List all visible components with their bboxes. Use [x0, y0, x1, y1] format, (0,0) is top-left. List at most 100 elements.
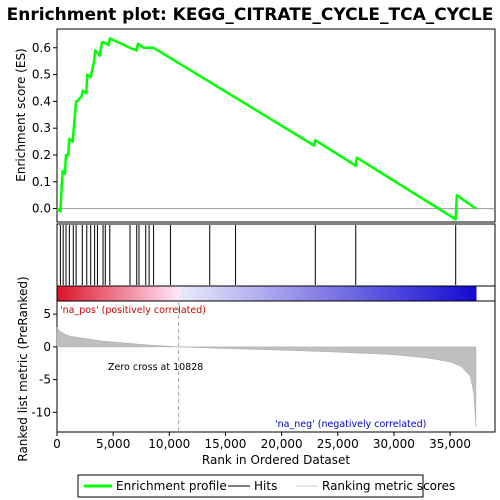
heat-cell — [107, 286, 111, 301]
heat-cell — [126, 286, 131, 301]
chart-title: Enrichment plot: KEGG_CITRATE_CYCLE_TCA_… — [7, 5, 494, 25]
heat-cell — [65, 286, 69, 301]
heat-cell — [266, 286, 270, 301]
heat-cell — [277, 286, 282, 301]
x-tick-label: 20,000 — [261, 437, 303, 451]
heat-cell — [135, 286, 139, 301]
heat-cell — [414, 286, 418, 301]
heat-cell — [353, 286, 357, 301]
heat-cell — [191, 286, 195, 301]
heat-cell — [246, 286, 251, 301]
heat-cell — [411, 286, 416, 301]
metric-y-tick-label: 0 — [43, 340, 51, 354]
metric-y-axis-label: Ranked list metric (PreRanked) — [16, 276, 30, 461]
heat-cell — [216, 286, 220, 301]
heat-cell — [132, 286, 136, 301]
heat-cell — [62, 286, 66, 301]
heat-cell — [291, 286, 295, 301]
heat-cell — [397, 286, 402, 301]
heat-cell — [333, 286, 337, 301]
heat-cell — [369, 286, 374, 301]
x-tick-label: 30,000 — [373, 437, 415, 451]
heat-cell — [364, 286, 368, 301]
heat-cell — [168, 286, 173, 301]
heat-cell — [160, 286, 164, 301]
heat-cell — [202, 286, 206, 301]
heat-cell — [366, 286, 371, 301]
heat-cell — [316, 286, 321, 301]
heat-cell — [344, 286, 349, 301]
es-y-tick-label: 0.2 — [32, 148, 51, 162]
heat-cell — [193, 286, 198, 301]
ranking-heatmap-bar — [56, 285, 496, 302]
legend-hits-label: Hits — [254, 479, 277, 493]
heat-cell — [286, 286, 290, 301]
heat-cell — [375, 286, 379, 301]
heat-cell — [121, 286, 125, 301]
heat-cell — [422, 286, 427, 301]
es-y-tick-label: 0.6 — [32, 41, 51, 55]
heat-cell — [464, 286, 469, 301]
heat-cell — [269, 286, 273, 301]
metric-plot-frame — [56, 300, 496, 433]
heat-cell — [93, 286, 97, 301]
heat-cell — [308, 286, 312, 301]
heat-cell — [235, 286, 240, 301]
heat-cell — [230, 286, 234, 301]
x-tick-label: 25,000 — [317, 437, 359, 451]
heat-cell — [425, 286, 430, 301]
heat-cell — [57, 286, 61, 301]
heat-cell — [297, 286, 301, 301]
heat-cell — [207, 286, 212, 301]
heat-cell — [305, 286, 309, 301]
heat-cell — [434, 286, 438, 301]
heat-cell — [467, 286, 471, 301]
negative-correlation-label: 'na_neg' (negatively correlated) — [275, 419, 426, 430]
heat-cell — [249, 286, 254, 301]
legend-metric-label: Ranking metric scores — [322, 479, 455, 493]
heat-cell — [372, 286, 376, 301]
heat-cell — [272, 286, 276, 301]
heat-cell — [98, 286, 103, 301]
heat-cell — [238, 286, 242, 301]
heat-cell — [210, 286, 214, 301]
heat-cell — [143, 286, 147, 301]
heat-cell — [358, 286, 363, 301]
es-y-tick-label: 0.4 — [32, 94, 51, 108]
heat-cell — [392, 286, 396, 301]
es-y-tick-label: 0.0 — [32, 202, 51, 216]
heat-cell — [179, 286, 184, 301]
heat-cell — [447, 286, 452, 301]
metric-y-tick-label: -5 — [39, 373, 51, 387]
heat-cell — [82, 286, 86, 301]
legend: Enrichment profile Hits Ranking metric s… — [77, 474, 455, 498]
heat-cell — [154, 286, 159, 301]
heat-cell — [260, 286, 265, 301]
heat-cell — [288, 286, 293, 301]
heat-cell — [110, 286, 114, 301]
heat-cell — [274, 286, 279, 301]
heat-cell — [420, 286, 424, 301]
heat-cell — [146, 286, 150, 301]
heat-cell — [252, 286, 256, 301]
heat-cell — [294, 286, 298, 301]
heat-cell — [319, 286, 323, 301]
heat-cell — [177, 286, 181, 301]
heat-cell — [350, 286, 354, 301]
es-y-tick-label: 0.3 — [32, 121, 51, 135]
heat-cell — [302, 286, 307, 301]
heat-cell — [84, 286, 89, 301]
heat-cell — [470, 286, 474, 301]
metric-y-tick-label: -10 — [31, 405, 51, 419]
x-tick-label: 35,000 — [429, 437, 471, 451]
heat-cell — [461, 286, 466, 301]
es-y-axis-label: Enrichment score (ES) — [14, 48, 28, 181]
heat-cell — [227, 286, 231, 301]
heat-cell — [255, 286, 259, 301]
heat-cell — [241, 286, 245, 301]
heat-cell — [456, 286, 460, 301]
es-plot-frame — [56, 28, 496, 223]
heat-cell — [140, 286, 145, 301]
legend-profile-label: Enrichment profile — [116, 479, 227, 493]
heat-cell — [182, 286, 187, 301]
